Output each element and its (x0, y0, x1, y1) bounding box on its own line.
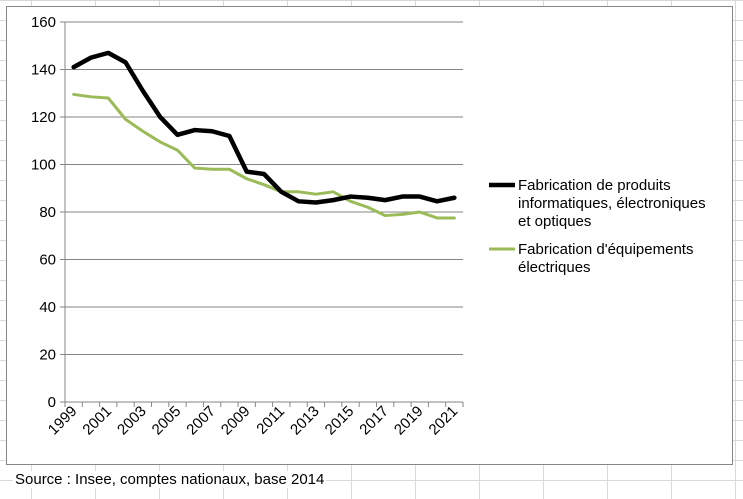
x-tick-label-2013: 2013 (287, 403, 323, 439)
y-tick-label-140: 140 (31, 62, 56, 79)
x-tick-label-2019: 2019 (391, 403, 427, 439)
chart-area[interactable]: 0 20 40 60 80 100 120 140 160 1999 2001 2003 2005 20… (6, 6, 733, 465)
line-chart: 0 20 40 60 80 100 120 140 160 199920012003200520… (31, 14, 706, 439)
y-tick-label-60: 60 (39, 252, 56, 269)
legend-label-2-line-2: électriques (518, 259, 591, 276)
gridlines (65, 21, 463, 355)
y-tick-label-20: 20 (39, 347, 56, 364)
legend-label-1-line-3: et optiques (518, 213, 591, 230)
legend-label-1-line-2: informatiques, électroniques (518, 195, 706, 212)
y-axis-tick-labels: 0 20 40 60 80 100 120 140 160 (31, 14, 56, 411)
series-lines (71, 50, 457, 220)
x-tick-label-2021: 2021 (426, 403, 462, 439)
x-tick-label-2017: 2017 (356, 403, 392, 439)
y-tick-label-40: 40 (39, 299, 56, 316)
x-tick-label-2003: 2003 (114, 403, 150, 439)
series-line-2 (72, 92, 456, 220)
x-tick-label-2011: 2011 (253, 403, 288, 438)
y-tick-label-80: 80 (39, 204, 56, 221)
y-tick-label-160: 160 (31, 14, 56, 31)
y-tick-label-100: 100 (31, 157, 56, 174)
legend-label-2-line-1: Fabrication d'équipements (518, 241, 693, 258)
x-tick-label-2005: 2005 (149, 403, 185, 439)
y-tick-label-120: 120 (31, 109, 56, 126)
x-tick-label-2007: 2007 (183, 403, 219, 439)
legend-label-1-line-1: Fabrication de produits (518, 177, 671, 194)
y-tick-label-0: 0 (48, 394, 56, 411)
x-tick-label-2015: 2015 (322, 403, 358, 439)
x-tick-label-2009: 2009 (218, 403, 254, 439)
series-line-1 (71, 50, 457, 205)
source-note: Source : Insee, comptes nationaux, base … (13, 471, 327, 488)
x-tick-label-2001: 2001 (79, 403, 115, 439)
axes (60, 21, 464, 407)
